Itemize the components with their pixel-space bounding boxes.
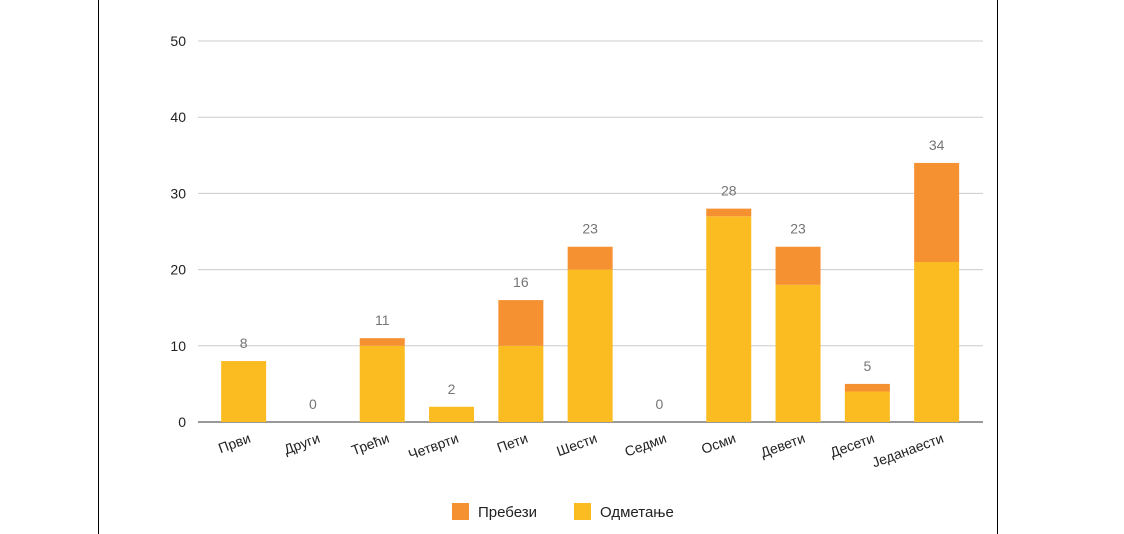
bar-odmetanje-3 [429, 407, 474, 422]
bar-prebezi-2 [360, 338, 405, 346]
labels-layer: 010203040508Први0Други11Трећи2Четврти16П… [170, 33, 945, 470]
bars-layer [221, 163, 959, 422]
bar-odmetanje-0 [221, 361, 266, 422]
y-tick-label: 50 [170, 33, 186, 49]
data-label-total: 23 [582, 221, 598, 237]
data-label-total: 0 [656, 396, 664, 412]
legend: Пребези Одметање [452, 503, 674, 521]
category-label: Шести [554, 430, 599, 459]
legend-label: Пребези [478, 504, 537, 521]
data-label-total: 28 [721, 183, 737, 199]
y-tick-label: 30 [170, 185, 186, 201]
bar-odmetanje-7 [706, 216, 751, 422]
y-tick-label: 40 [170, 109, 186, 125]
data-label-total: 34 [929, 137, 945, 153]
data-label-total: 16 [513, 274, 529, 290]
bar-odmetanje-4 [498, 346, 543, 422]
category-label: Пети [495, 430, 530, 456]
bar-prebezi-9 [845, 384, 890, 392]
bar-prebezi-5 [568, 247, 613, 270]
category-label: Једанаести [870, 430, 946, 471]
data-label-total: 23 [790, 221, 806, 237]
bar-prebezi-10 [914, 163, 959, 262]
bar-prebezi-7 [706, 209, 751, 217]
legend-swatch-odmetanje [574, 503, 591, 520]
bar-prebezi-8 [776, 247, 821, 285]
category-label: Други [282, 430, 322, 458]
category-label: Осми [699, 430, 738, 457]
category-label: Први [216, 430, 253, 456]
y-tick-label: 20 [170, 262, 186, 278]
category-label: Девети [758, 430, 807, 461]
legend-swatch-prebezi [452, 503, 469, 520]
bar-odmetanje-8 [776, 285, 821, 422]
category-label: Четврти [406, 430, 461, 463]
bar-odmetanje-10 [914, 262, 959, 422]
data-label-total: 5 [863, 358, 871, 374]
category-label: Трећи [349, 430, 391, 458]
y-tick-label: 0 [178, 414, 186, 430]
data-label-total: 2 [448, 381, 456, 397]
y-tick-label: 10 [170, 338, 186, 354]
data-label-total: 11 [375, 312, 390, 328]
bar-prebezi-4 [498, 300, 543, 346]
legend-label: Одметање [600, 504, 674, 521]
category-label: Седми [622, 430, 668, 460]
data-label-total: 0 [309, 396, 317, 412]
bar-odmetanje-2 [360, 346, 405, 422]
bar-odmetanje-9 [845, 392, 890, 422]
bar-odmetanje-5 [568, 270, 613, 422]
data-label-total: 8 [240, 335, 248, 351]
